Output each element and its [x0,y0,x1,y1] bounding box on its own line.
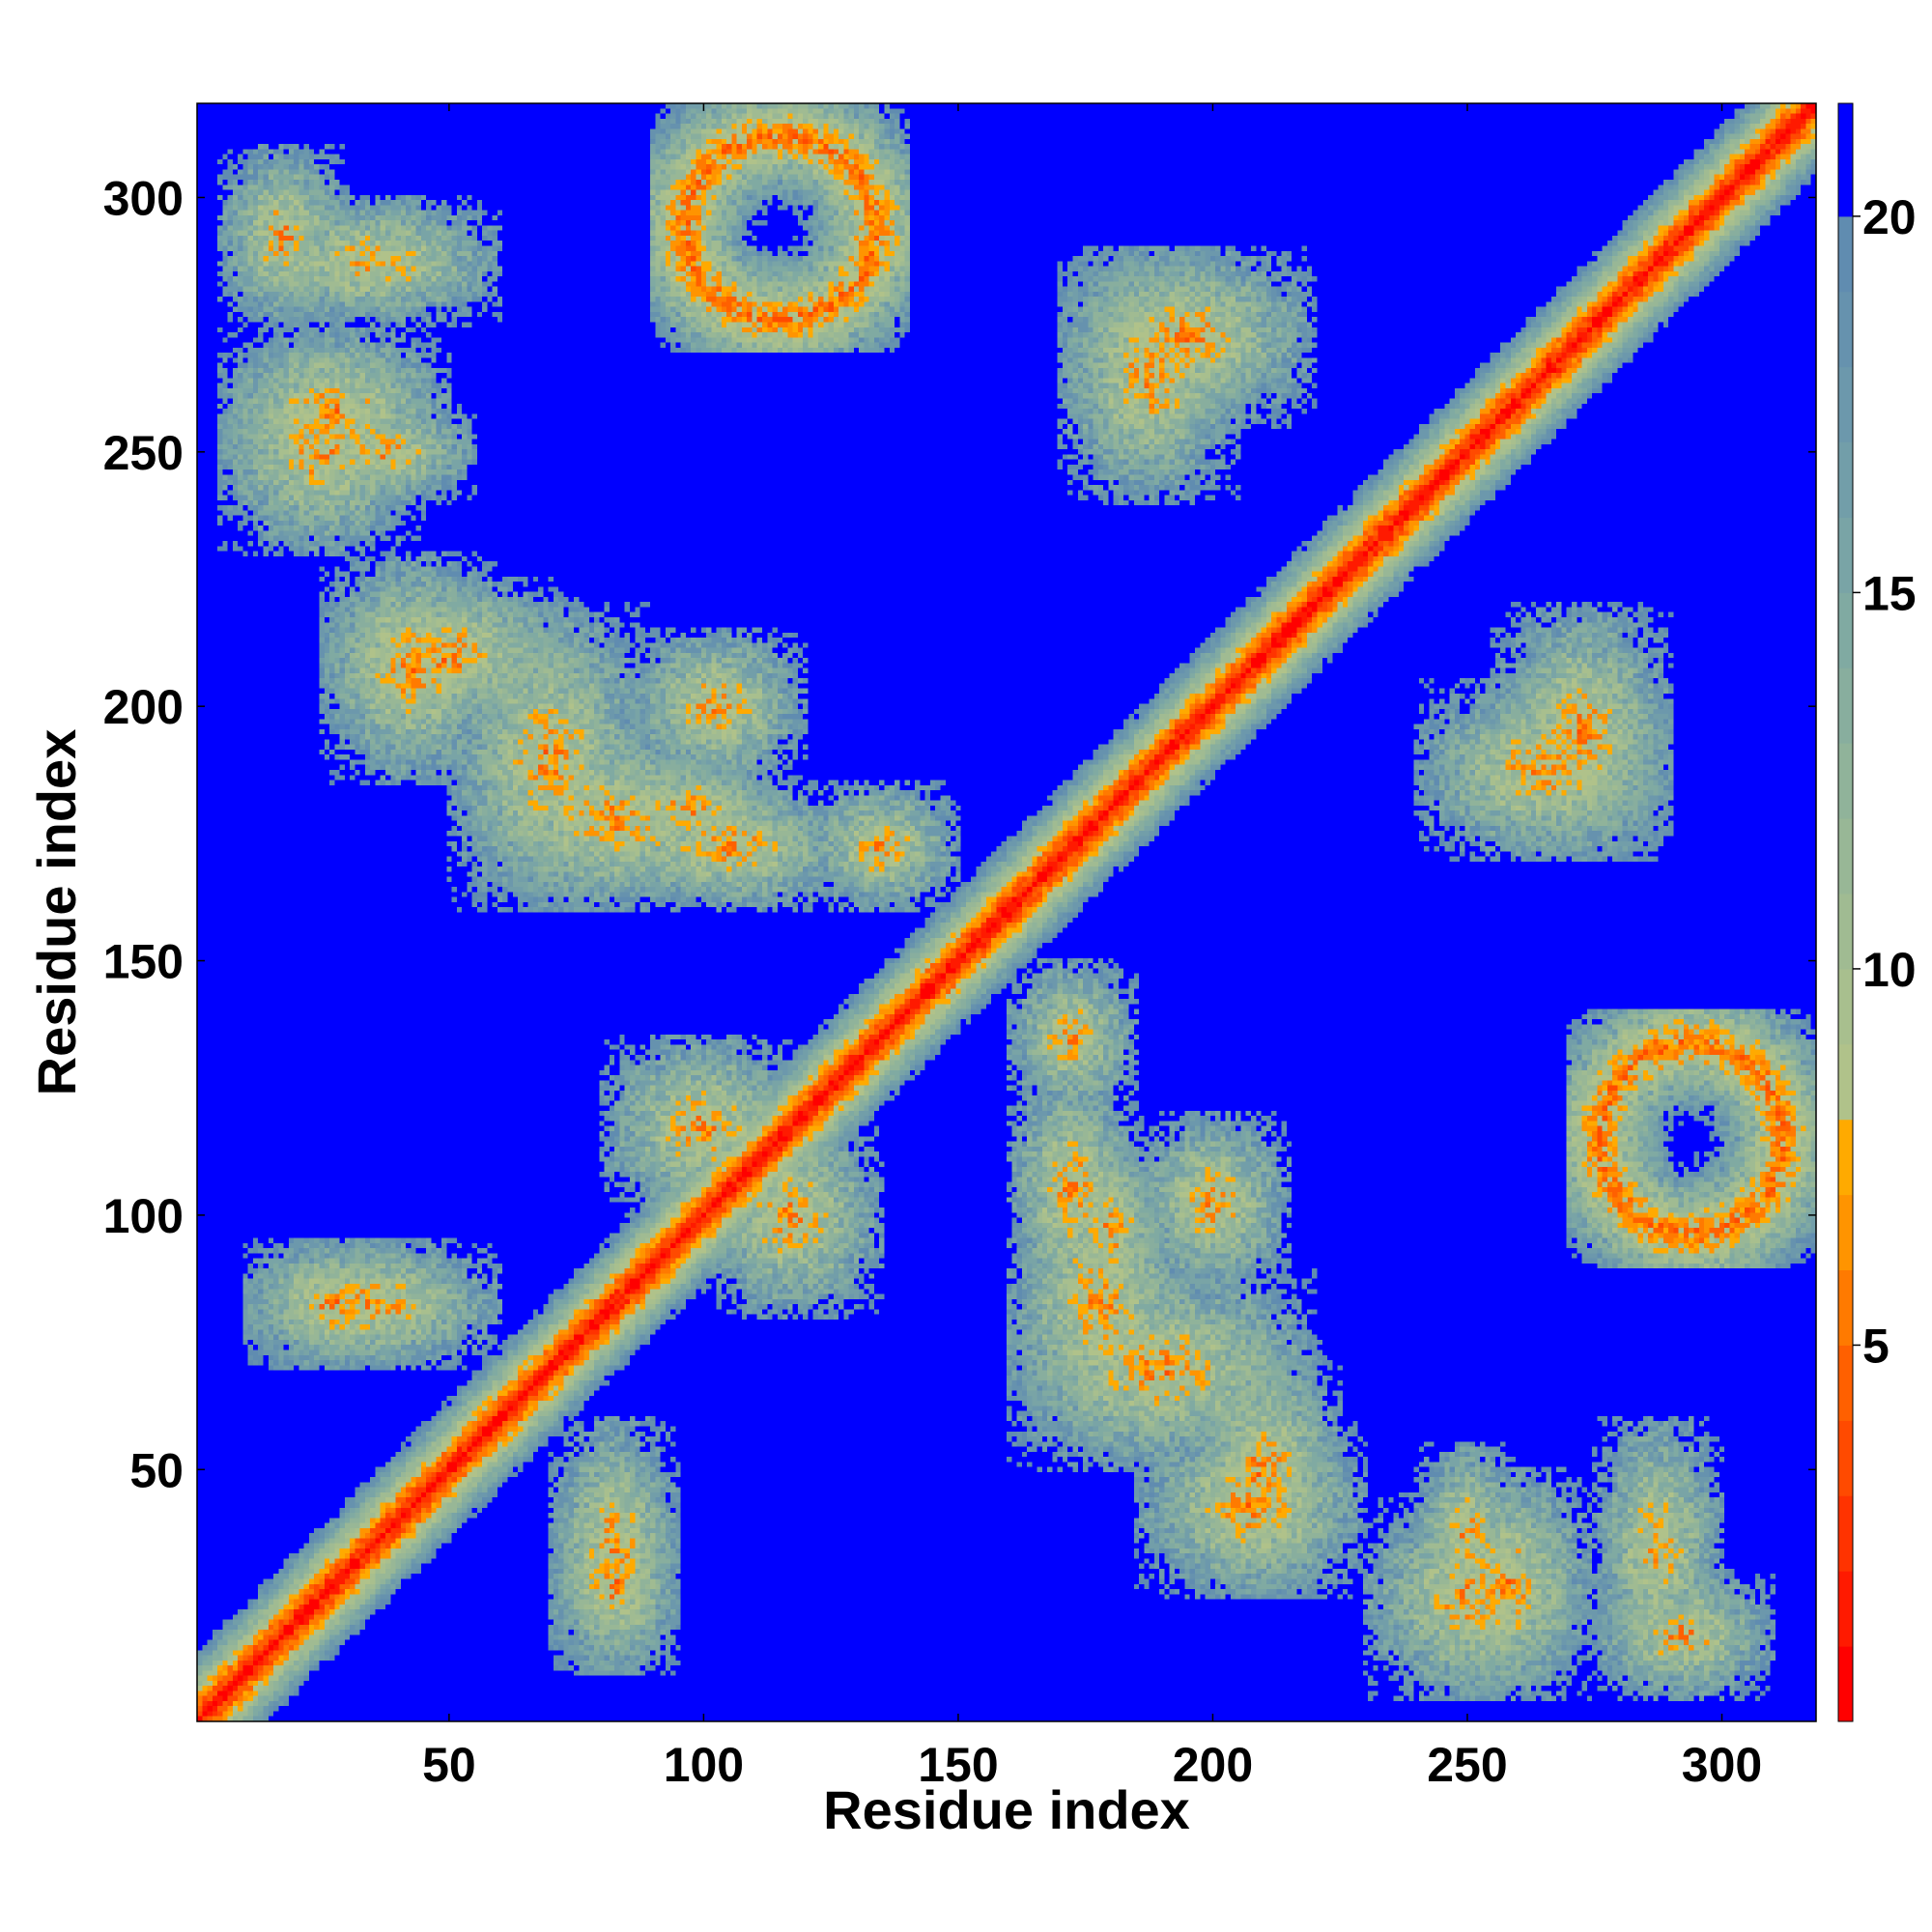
colorbar-segment [1838,1420,1853,1496]
colorbar-segment [1838,291,1853,368]
colorbar-frame [1837,102,1854,1722]
heatmap [197,103,1816,1721]
y-axis-label: Residue index [26,729,87,1096]
colorbar-segment [1838,592,1853,668]
x-tick-label: 100 [664,1738,744,1792]
colorbar-tick-label: 5 [1862,1319,1889,1373]
y-tick-label: 100 [103,1189,184,1243]
y-tick-label: 300 [103,171,184,225]
colorbar-segment [1838,103,1853,217]
colorbar-segment [1838,215,1853,293]
y-tick-label: 250 [103,426,184,480]
colorbar-segment [1838,1119,1853,1196]
colorbar-segment [1838,366,1853,443]
x-tick-label: 300 [1682,1738,1762,1792]
colorbar-tick-label: 15 [1862,566,1917,620]
colorbar-segment [1838,1043,1853,1121]
colorbar-segment [1838,894,1853,970]
colorbar-tick-label: 10 [1862,943,1917,997]
colorbar-ticks: 5 10 15 20 [1853,190,1917,1373]
x-tick-label: 50 [422,1738,476,1792]
colorbar-segment [1838,1269,1853,1346]
colorbar-segment [1838,668,1853,744]
colorbar-segment [1838,1345,1853,1421]
plot-frame [196,102,1817,1722]
colorbar [1837,102,1854,1722]
colorbar-segment [1838,441,1853,518]
x-tick-label: 150 [918,1738,998,1792]
colorbar-segment [1838,1646,1853,1722]
y-axis-ticks: 50 100 150 200 250 300 [103,171,1816,1497]
x-axis-label: Residue index [823,1779,1190,1840]
x-tick-label: 200 [1173,1738,1253,1792]
colorbar-segment [1838,968,1853,1045]
colorbar-segment [1838,1194,1853,1271]
y-tick-label: 150 [103,935,184,989]
colorbar-segment [1838,1495,1853,1572]
heatmap-image [197,103,1816,1721]
colorbar-segment [1838,1571,1853,1647]
colorbar-segment [1838,517,1853,593]
colorbar-segment [1838,818,1853,895]
y-tick-label: 50 [129,1443,184,1497]
y-tick-label: 200 [103,680,184,734]
x-axis-ticks: 50 100 150 200 250 300 [422,103,1762,1792]
x-tick-label: 250 [1427,1738,1507,1792]
colorbar-tick-label: 20 [1862,190,1917,244]
colorbar-segment [1838,743,1853,819]
